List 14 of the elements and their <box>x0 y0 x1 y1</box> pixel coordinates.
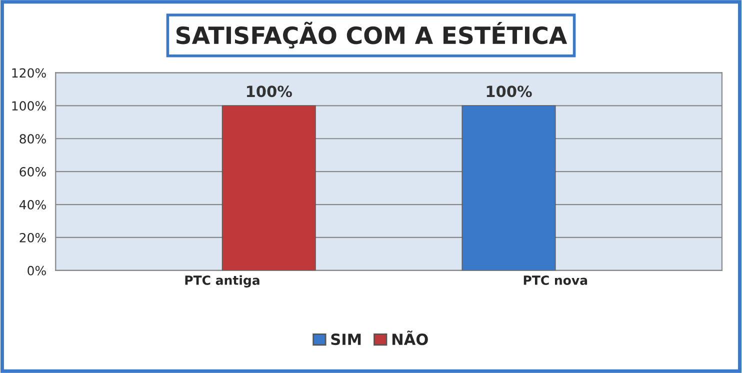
chart-title: SATISFAÇÃO COM A ESTÉTICA <box>176 22 568 49</box>
x-tick-label: PTC nova <box>524 276 588 285</box>
data-label: 100% <box>486 86 532 98</box>
legend-label: SIM <box>331 334 361 346</box>
y-tick-label: 120% <box>12 68 46 78</box>
y-tick-label: 40% <box>19 200 46 210</box>
data-label: 100% <box>246 86 292 98</box>
x-tick-label: PTC antiga <box>185 275 260 288</box>
y-tick-label: 100% <box>12 101 46 111</box>
y-tick-label: 20% <box>20 232 46 242</box>
legend-label: NÃO <box>392 330 428 346</box>
y-tick-label: 0% <box>28 266 46 276</box>
y-tick-label: 60% <box>20 167 46 177</box>
y-tick-label: 80% <box>20 134 46 144</box>
